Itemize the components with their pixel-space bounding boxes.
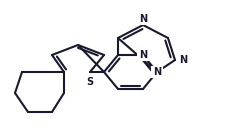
- Text: S: S: [86, 77, 94, 87]
- Text: N: N: [179, 55, 187, 65]
- Text: N: N: [139, 50, 147, 60]
- Text: N: N: [153, 67, 161, 77]
- Text: N: N: [139, 14, 147, 24]
